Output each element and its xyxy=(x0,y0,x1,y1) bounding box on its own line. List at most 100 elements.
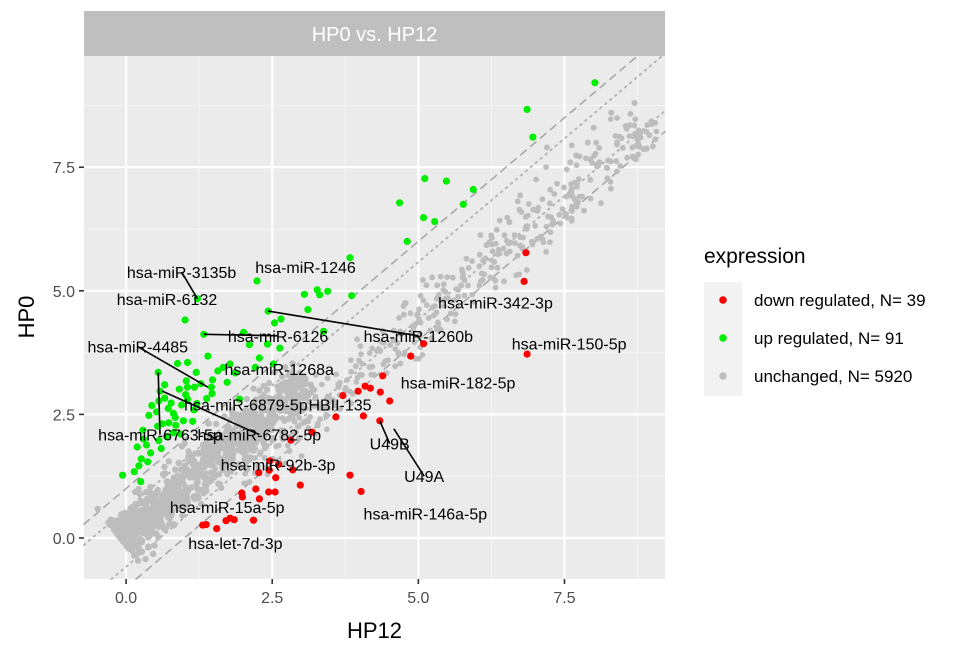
annotation-label: hsa-miR-182-5p xyxy=(401,375,516,392)
y-tick-label: 0.0 xyxy=(53,531,75,548)
unchanged-point xyxy=(171,474,179,482)
unchanged-point xyxy=(395,351,402,358)
unchanged-point xyxy=(353,379,360,385)
annotation-label: hsa-miR-6132 xyxy=(117,292,218,309)
unchanged-point xyxy=(147,484,154,491)
annotation-leader xyxy=(379,420,391,444)
unchanged-point xyxy=(568,207,575,214)
unchanged-point xyxy=(522,214,529,220)
unchanged-point xyxy=(476,282,483,289)
unchanged-point xyxy=(423,282,430,289)
annotation-leader xyxy=(137,345,209,388)
up-regulated-point xyxy=(183,383,192,391)
unchanged-point xyxy=(569,193,576,200)
unchanged-point xyxy=(614,168,620,175)
unchanged-point xyxy=(501,278,507,285)
up-regulated-point xyxy=(346,254,354,262)
unchanged-point xyxy=(435,319,441,326)
unchanged-point xyxy=(357,343,364,349)
unchanged-point xyxy=(461,292,468,299)
up-regulated-point xyxy=(208,390,216,398)
up-regulated-point xyxy=(200,330,208,338)
up-regulated-point xyxy=(270,319,279,327)
unchanged-point xyxy=(396,315,402,321)
down-regulated-point xyxy=(271,488,279,496)
down-regulated-point xyxy=(255,469,263,477)
unchanged-point xyxy=(260,401,267,409)
unchanged-point xyxy=(476,251,483,258)
unchanged-point xyxy=(218,444,225,450)
unchanged-point xyxy=(488,232,495,239)
down-regulated-point xyxy=(339,392,347,400)
x-tick-label: 2.5 xyxy=(261,590,283,607)
unchanged-point xyxy=(293,373,300,380)
unchanged-point xyxy=(635,151,642,158)
unchanged-point xyxy=(568,188,575,195)
y-axis: 0.0 2.5 5.0 7.5 xyxy=(53,160,84,548)
unchanged-point xyxy=(568,217,575,224)
unchanged-point xyxy=(246,479,253,485)
unchanged-point xyxy=(109,517,116,524)
unchanged-point xyxy=(332,402,338,409)
unchanged-point xyxy=(178,443,185,450)
unchanged-point xyxy=(239,449,246,456)
up-regulated-point xyxy=(219,363,227,371)
unchanged-point xyxy=(252,410,259,417)
unchanged-point xyxy=(256,451,263,457)
unchanged-point xyxy=(288,369,295,377)
up-regulated-point xyxy=(223,378,231,386)
down-regulated-point xyxy=(275,460,283,468)
unchanged-point xyxy=(139,537,146,544)
unchanged-point xyxy=(190,493,198,500)
unchanged-point xyxy=(173,484,180,492)
unchanged-point xyxy=(147,531,155,538)
unchanged-point xyxy=(166,515,173,522)
unchanged-point xyxy=(604,175,611,182)
unchanged-point xyxy=(354,336,360,343)
unchanged-point xyxy=(416,317,422,323)
up-regulated-point xyxy=(226,360,234,368)
unchanged-point xyxy=(433,309,440,316)
unchanged-point xyxy=(199,472,206,480)
unchanged-point xyxy=(245,414,252,422)
annotation-label: hsa-miR-3135b xyxy=(127,265,236,282)
unchanged-point xyxy=(228,468,235,475)
unchanged-point xyxy=(434,282,441,289)
unchanged-point xyxy=(637,134,644,141)
unchanged-point xyxy=(194,485,201,492)
unchanged-point xyxy=(420,277,426,283)
unchanged-point xyxy=(206,451,214,459)
unchanged-point xyxy=(402,300,409,306)
up-regulated-point xyxy=(316,291,324,299)
unchanged-point xyxy=(463,255,470,262)
annotation-label: hsa-miR-6126 xyxy=(228,329,329,346)
up-regulated-point xyxy=(147,449,155,457)
unchanged-point xyxy=(216,471,223,478)
unchanged-point xyxy=(252,402,259,409)
unchanged-point xyxy=(138,510,145,517)
unchanged-point xyxy=(94,505,101,513)
unchanged-point xyxy=(557,220,564,227)
unchanged-point xyxy=(150,493,157,500)
unchanged-point xyxy=(478,270,485,277)
up-regulated-point xyxy=(167,399,175,407)
unchanged-point xyxy=(543,144,550,151)
unchanged-point xyxy=(247,454,254,461)
unchanged-point xyxy=(525,201,532,207)
unchanged-point xyxy=(250,385,257,392)
unchanged-point xyxy=(561,184,567,191)
unchanged-point xyxy=(633,156,639,163)
unchanged-point xyxy=(390,337,397,344)
unchanged-point xyxy=(279,415,286,422)
unchanged-point xyxy=(596,159,603,166)
unchanged-point xyxy=(307,414,313,420)
annotation-label: hsa-miR-92b-3p xyxy=(221,457,336,474)
unchanged-point xyxy=(493,226,500,233)
unchanged-point xyxy=(296,414,303,421)
up-regulated-point xyxy=(209,376,217,384)
up-regulated-point xyxy=(264,307,272,315)
up-regulated-point xyxy=(300,290,308,298)
unchanged-point xyxy=(187,473,194,481)
down-regulated-point xyxy=(255,495,263,503)
unchanged-point xyxy=(229,411,236,418)
